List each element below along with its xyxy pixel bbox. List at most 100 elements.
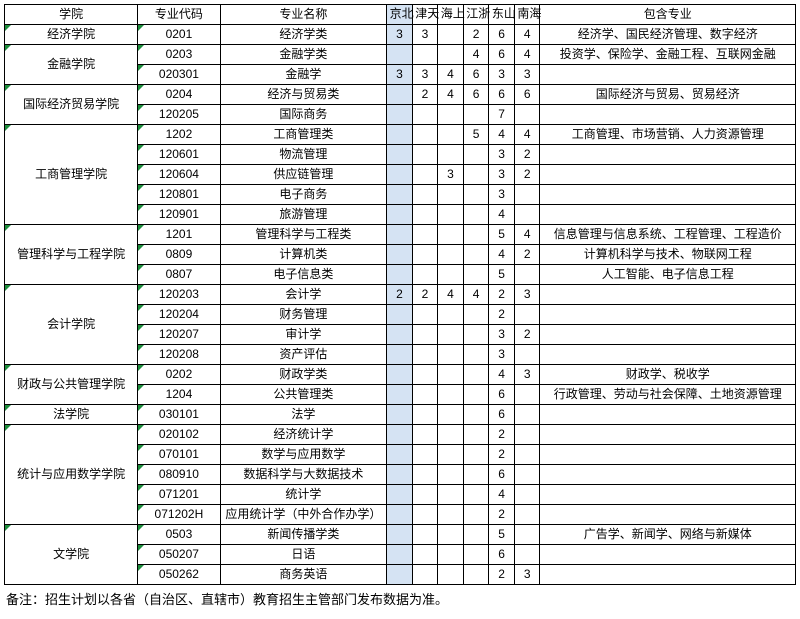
value-cell: 7 — [489, 105, 515, 125]
value-cell: 6 — [489, 385, 515, 405]
value-cell: 4 — [514, 45, 540, 65]
value-cell — [438, 45, 464, 65]
value-cell: 3 — [412, 25, 438, 45]
major-cell: 财政学类 — [220, 365, 387, 385]
value-cell — [438, 25, 464, 45]
major-cell: 财务管理 — [220, 305, 387, 325]
header-major: 专业名称 — [220, 5, 387, 25]
value-cell: 4 — [438, 285, 464, 305]
value-cell: 3 — [489, 185, 515, 205]
value-cell — [438, 305, 464, 325]
value-cell — [514, 385, 540, 405]
incl-cell — [540, 565, 796, 585]
value-cell — [514, 545, 540, 565]
value-cell — [412, 365, 438, 385]
value-cell — [463, 345, 489, 365]
value-cell — [387, 125, 413, 145]
code-cell: 020301 — [138, 65, 220, 85]
value-cell: 6 — [489, 465, 515, 485]
value-cell — [387, 265, 413, 285]
value-cell: 6 — [514, 85, 540, 105]
value-cell — [463, 445, 489, 465]
value-cell: 3 — [387, 65, 413, 85]
value-cell: 3 — [489, 325, 515, 345]
value-cell — [387, 185, 413, 205]
code-cell: 070101 — [138, 445, 220, 465]
major-cell: 资产评估 — [220, 345, 387, 365]
table-row: 法学院030101法学6 — [5, 405, 796, 425]
incl-cell: 信息管理与信息系统、工程管理、工程造价 — [540, 225, 796, 245]
incl-cell: 工商管理、市场营销、人力资源管理 — [540, 125, 796, 145]
value-cell: 2 — [489, 305, 515, 325]
value-cell — [412, 105, 438, 125]
code-cell: 120205 — [138, 105, 220, 125]
value-cell: 4 — [463, 285, 489, 305]
college-cell: 国际经济贸易学院 — [5, 85, 138, 125]
value-cell: 4 — [514, 25, 540, 45]
value-cell — [463, 405, 489, 425]
value-cell: 6 — [489, 25, 515, 45]
value-cell: 2 — [412, 85, 438, 105]
value-cell — [387, 385, 413, 405]
value-cell: 2 — [489, 285, 515, 305]
value-cell — [387, 345, 413, 365]
footnote: 备注：招生计划以各省（自治区、直辖市）教育招生主管部门发布数据为准。 — [4, 585, 796, 612]
college-cell: 管理科学与工程学院 — [5, 225, 138, 285]
value-cell — [463, 165, 489, 185]
value-cell — [463, 185, 489, 205]
major-cell: 公共管理类 — [220, 385, 387, 405]
value-cell — [463, 105, 489, 125]
value-cell — [438, 185, 464, 205]
value-cell — [387, 425, 413, 445]
value-cell — [387, 205, 413, 225]
value-cell: 2 — [514, 165, 540, 185]
value-cell — [412, 305, 438, 325]
code-cell: 1201 — [138, 225, 220, 245]
major-cell: 国际商务 — [220, 105, 387, 125]
value-cell: 5 — [463, 125, 489, 145]
header-college: 学院 — [5, 5, 138, 25]
value-cell: 5 — [489, 525, 515, 545]
value-cell: 6 — [489, 45, 515, 65]
header-prov-4: 山东 — [489, 5, 515, 25]
header-prov-2: 上海 — [438, 5, 464, 25]
incl-cell — [540, 105, 796, 125]
value-cell: 6 — [489, 545, 515, 565]
value-cell — [387, 365, 413, 385]
table-row: 会计学院120203会计学224423 — [5, 285, 796, 305]
value-cell — [438, 525, 464, 545]
incl-cell — [540, 485, 796, 505]
college-cell: 文学院 — [5, 525, 138, 585]
table-row: 管理科学与工程学院1201管理科学与工程类54信息管理与信息系统、工程管理、工程… — [5, 225, 796, 245]
code-cell: 050207 — [138, 545, 220, 565]
value-cell: 2 — [489, 445, 515, 465]
major-cell: 经济与贸易类 — [220, 85, 387, 105]
incl-cell — [540, 345, 796, 365]
incl-cell — [540, 285, 796, 305]
value-cell — [412, 165, 438, 185]
college-cell: 统计与应用数学学院 — [5, 425, 138, 525]
major-cell: 供应链管理 — [220, 165, 387, 185]
value-cell — [438, 365, 464, 385]
value-cell — [514, 485, 540, 505]
major-cell: 应用统计学（中外合作办学） — [220, 505, 387, 525]
value-cell: 4 — [489, 485, 515, 505]
value-cell — [514, 105, 540, 125]
value-cell — [438, 345, 464, 365]
code-cell: 020102 — [138, 425, 220, 445]
value-cell — [463, 465, 489, 485]
incl-cell — [540, 145, 796, 165]
value-cell: 3 — [438, 165, 464, 185]
code-cell: 120604 — [138, 165, 220, 185]
incl-cell: 投资学、保险学、金融工程、互联网金融 — [540, 45, 796, 65]
code-cell: 0202 — [138, 365, 220, 385]
value-cell — [387, 505, 413, 525]
value-cell — [438, 265, 464, 285]
value-cell: 2 — [489, 505, 515, 525]
value-cell — [387, 525, 413, 545]
major-cell: 商务英语 — [220, 565, 387, 585]
header-prov-1: 天津 — [412, 5, 438, 25]
header-incl: 包含专业 — [540, 5, 796, 25]
code-cell: 120208 — [138, 345, 220, 365]
value-cell — [412, 425, 438, 445]
